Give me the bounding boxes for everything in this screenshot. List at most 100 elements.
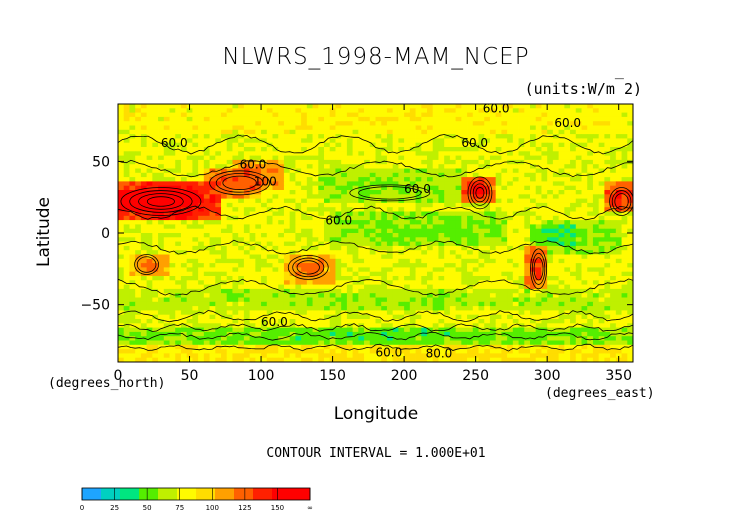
heatmap-cell — [478, 250, 485, 255]
heatmap-cell — [409, 202, 416, 208]
heatmap-cell — [180, 142, 188, 148]
heatmap-cell — [512, 202, 519, 208]
heatmap-cell — [438, 254, 445, 260]
heatmap-cell — [427, 177, 434, 182]
heatmap-cell — [135, 233, 142, 238]
heatmap-cell — [386, 228, 394, 234]
heatmap-cell — [587, 151, 594, 156]
heatmap-cell — [341, 327, 348, 333]
heatmap-cell — [512, 134, 519, 139]
heatmap-cell — [278, 112, 285, 118]
heatmap-cell — [203, 168, 210, 174]
heatmap-cell — [135, 276, 142, 281]
heatmap-cell — [598, 297, 605, 303]
heatmap-cell — [306, 121, 313, 126]
heatmap-cell — [558, 181, 565, 187]
heatmap-cell — [570, 319, 577, 324]
heatmap-cell — [484, 220, 491, 225]
heatmap-cell — [455, 207, 462, 212]
heatmap-cell — [301, 125, 308, 131]
heatmap-cell — [358, 267, 365, 273]
heatmap-cell — [198, 108, 205, 113]
heatmap-cell — [489, 138, 497, 144]
heatmap-cell — [278, 340, 285, 346]
heatmap-cell — [432, 134, 439, 139]
heatmap-cell — [489, 314, 497, 320]
heatmap-cell — [232, 258, 239, 264]
heatmap-cell — [364, 104, 371, 109]
heatmap-cell — [427, 331, 434, 337]
heatmap-cell — [524, 224, 531, 230]
heatmap-cell — [472, 241, 479, 247]
heatmap-cell — [392, 125, 399, 131]
heatmap-cell — [547, 271, 554, 277]
heatmap-cell — [209, 215, 216, 221]
heatmap-cell — [306, 151, 313, 156]
heatmap-cell — [312, 104, 319, 109]
heatmap-cell — [146, 267, 153, 273]
heatmap-cell — [449, 284, 457, 290]
heatmap-cell — [512, 241, 519, 247]
heatmap-cell — [427, 276, 434, 281]
heatmap-cell — [398, 211, 405, 217]
heatmap-cell — [615, 323, 622, 328]
heatmap-cell — [415, 125, 422, 131]
heatmap-cell — [415, 245, 422, 251]
heatmap-cell — [261, 108, 268, 113]
heatmap-cell — [621, 190, 628, 195]
heatmap-cell — [449, 134, 457, 139]
heatmap-cell — [592, 267, 600, 273]
heatmap-cell — [203, 284, 210, 290]
heatmap-cell — [192, 168, 199, 174]
heatmap-cell — [381, 220, 388, 225]
heatmap-cell — [324, 276, 331, 281]
heatmap-cell — [375, 177, 382, 182]
heatmap-cell — [186, 172, 193, 178]
heatmap-cell — [238, 164, 245, 169]
heatmap-cell — [175, 181, 182, 187]
heatmap-cell — [598, 276, 605, 281]
heatmap-cell — [386, 202, 394, 208]
heatmap-cell — [564, 125, 571, 131]
heatmap-cell — [461, 159, 468, 165]
heatmap-cell — [266, 224, 273, 230]
heatmap-cell — [598, 116, 605, 122]
heatmap-cell — [552, 254, 560, 260]
heatmap-cell — [392, 129, 399, 135]
heatmap-cell — [266, 134, 273, 139]
heatmap-cell — [552, 233, 560, 238]
heatmap-cell — [472, 293, 479, 298]
heatmap-cell — [472, 194, 479, 199]
heatmap-cell — [283, 263, 291, 268]
heatmap-cell — [163, 314, 170, 320]
heatmap-cell — [444, 177, 451, 182]
heatmap-cell — [283, 245, 291, 251]
heatmap-cell — [386, 288, 394, 294]
heatmap-cell — [478, 314, 485, 320]
heatmap-cell — [518, 310, 525, 316]
heatmap-cell — [501, 185, 508, 191]
heatmap-cell — [180, 284, 188, 290]
heatmap-cell — [341, 336, 348, 341]
heatmap-cell — [495, 288, 502, 294]
heatmap-cell — [438, 215, 445, 221]
heatmap-cell — [415, 211, 422, 217]
heatmap-cell — [484, 125, 491, 131]
heatmap-cell — [604, 116, 611, 122]
heatmap-cell — [243, 306, 251, 311]
heatmap-cell — [186, 181, 193, 187]
heatmap-cell — [507, 228, 514, 234]
heatmap-cell — [455, 142, 462, 148]
heatmap-cell — [335, 125, 342, 131]
heatmap-cell — [575, 241, 582, 247]
heatmap-cell — [289, 181, 296, 187]
heatmap-cell — [432, 194, 439, 199]
heatmap-cell — [238, 233, 245, 238]
heatmap-cell — [518, 177, 525, 182]
heatmap-cell — [180, 241, 188, 247]
heatmap-cell — [558, 215, 565, 221]
heatmap-cell — [283, 116, 291, 122]
heatmap-cell — [512, 271, 519, 277]
heatmap-cell — [530, 263, 537, 268]
heatmap-cell — [238, 220, 245, 225]
